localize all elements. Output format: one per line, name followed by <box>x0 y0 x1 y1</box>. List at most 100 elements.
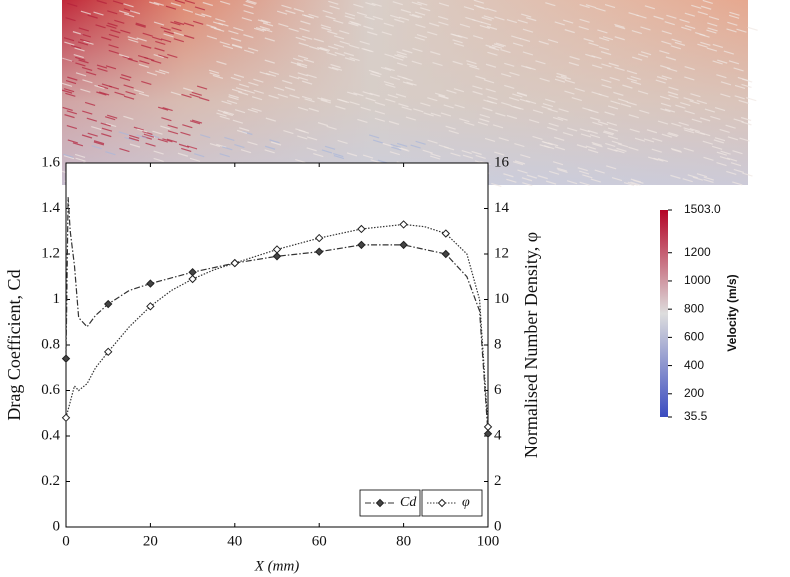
streak <box>219 115 230 120</box>
streak <box>452 33 463 38</box>
streak <box>639 109 650 114</box>
streak <box>106 114 118 119</box>
streak <box>123 115 134 120</box>
streak <box>607 127 619 132</box>
streak <box>75 72 87 77</box>
streak <box>71 44 82 49</box>
streak <box>679 18 690 23</box>
streak <box>78 59 89 64</box>
streak <box>141 80 152 85</box>
colorbar-tick-label: 200 <box>684 386 704 400</box>
colorbar <box>660 210 668 417</box>
streak <box>481 16 492 21</box>
streak <box>548 170 560 175</box>
streak <box>567 127 578 132</box>
streak <box>487 51 498 56</box>
streak <box>668 94 679 99</box>
streak <box>485 63 497 68</box>
streak <box>697 11 708 16</box>
streak <box>740 116 752 122</box>
streak <box>221 100 232 105</box>
streak <box>616 147 627 152</box>
streak <box>438 94 449 99</box>
streak <box>556 75 567 80</box>
streak <box>121 74 132 79</box>
streak <box>504 84 515 89</box>
streak <box>514 142 525 148</box>
streak <box>674 41 686 46</box>
streak <box>696 99 708 105</box>
streak <box>62 57 73 62</box>
streak <box>80 10 92 15</box>
streak <box>257 19 269 24</box>
streak <box>604 3 616 9</box>
streak <box>101 36 112 41</box>
streak <box>75 62 86 67</box>
streak <box>614 23 625 28</box>
y2-tick-label: 10 <box>494 291 509 307</box>
streak <box>730 162 742 167</box>
streak <box>643 138 655 143</box>
streak <box>598 93 609 98</box>
streak <box>228 94 239 99</box>
streak <box>219 41 230 46</box>
streak <box>506 19 518 24</box>
streak <box>184 0 196 5</box>
streak <box>224 136 235 142</box>
streak <box>189 157 201 162</box>
streak <box>588 109 599 114</box>
streak <box>683 147 694 152</box>
streak <box>390 143 401 149</box>
streak <box>343 52 354 57</box>
streak <box>398 16 410 21</box>
streak <box>462 154 474 159</box>
streak <box>108 44 119 49</box>
streak <box>330 63 341 69</box>
streak <box>522 28 534 33</box>
streak <box>487 95 498 101</box>
streak <box>682 178 693 183</box>
streak <box>65 17 76 22</box>
streak <box>349 101 360 106</box>
streak <box>394 18 405 23</box>
colorbar-tick-label: 1503.0 <box>684 202 721 216</box>
streak <box>602 36 614 41</box>
streak <box>554 146 566 151</box>
marker <box>146 279 155 288</box>
streak <box>716 74 727 79</box>
streak <box>691 118 703 123</box>
streak <box>486 7 497 13</box>
streak <box>349 44 360 49</box>
streak <box>506 114 518 120</box>
streak <box>562 19 574 24</box>
streak <box>253 89 264 94</box>
streak <box>399 147 410 152</box>
streak <box>308 45 320 50</box>
streak <box>182 124 193 129</box>
streak <box>383 22 394 27</box>
streak <box>222 44 234 50</box>
streak <box>519 37 531 42</box>
streak <box>118 53 130 59</box>
streak <box>628 146 639 151</box>
plot-area <box>65 162 489 528</box>
streak <box>158 69 170 74</box>
streak <box>623 182 635 187</box>
streak <box>631 30 643 35</box>
streak <box>183 87 194 92</box>
streak <box>636 14 647 19</box>
streak <box>622 84 633 89</box>
streak <box>247 47 259 52</box>
streak <box>463 6 475 11</box>
streak <box>300 20 311 25</box>
streak <box>491 44 503 49</box>
streak <box>353 92 364 97</box>
streak <box>381 31 392 36</box>
streak <box>675 104 686 109</box>
streak <box>569 55 580 61</box>
streak <box>374 101 386 106</box>
y2-tick-label: 0 <box>494 518 502 534</box>
streak <box>298 42 309 47</box>
streak <box>95 24 106 29</box>
streak <box>129 143 141 148</box>
